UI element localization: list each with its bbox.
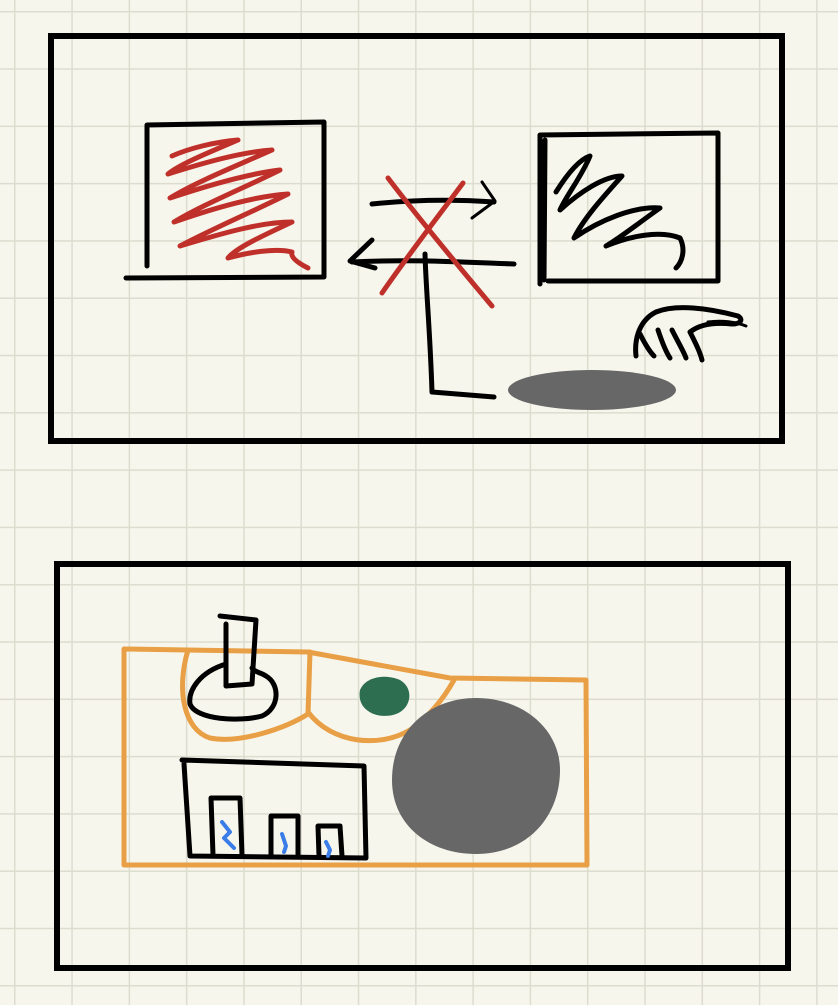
arrow-left xyxy=(349,258,517,267)
green-blob xyxy=(359,676,410,716)
bottom-panel xyxy=(54,561,791,971)
top-panel-frame xyxy=(48,33,785,444)
orange-left-bowl xyxy=(180,647,313,742)
arrow-left-head xyxy=(347,237,378,271)
left-window-outline xyxy=(123,119,327,281)
building-arch-2 xyxy=(268,813,301,859)
lamp-icon xyxy=(187,613,279,722)
blue-flame-1 xyxy=(220,820,236,850)
lever-pole xyxy=(422,251,497,400)
blue-flame-3 xyxy=(324,840,332,858)
hand-fingertip xyxy=(706,319,748,328)
red-scribble xyxy=(165,137,311,271)
right-window xyxy=(537,130,721,287)
building-icon xyxy=(179,757,369,861)
blue-flame-2 xyxy=(280,832,288,854)
red-cross-stroke-1 xyxy=(385,175,495,309)
orange-right-bowl xyxy=(305,677,457,744)
right-window-frame-line xyxy=(541,137,548,283)
hand-outline xyxy=(633,305,744,363)
right-window-outline xyxy=(537,130,721,287)
arrow-right-head xyxy=(470,180,497,220)
hand-icon xyxy=(633,305,748,363)
top-panel xyxy=(48,33,785,444)
building-outline xyxy=(179,757,369,861)
arrow-right xyxy=(369,197,497,207)
building-arch-1 xyxy=(208,795,245,858)
crossed-arrows-icon xyxy=(347,175,517,309)
gray-shadow xyxy=(508,370,676,410)
orange-enclosure xyxy=(121,646,590,868)
red-cross-stroke-2 xyxy=(379,180,466,296)
bottom-panel-frame xyxy=(54,561,791,971)
left-window xyxy=(123,119,327,281)
black-scribble xyxy=(553,153,686,271)
lamp-base xyxy=(187,661,279,722)
building-arch-3 xyxy=(315,823,345,859)
gray-circle xyxy=(392,698,560,854)
